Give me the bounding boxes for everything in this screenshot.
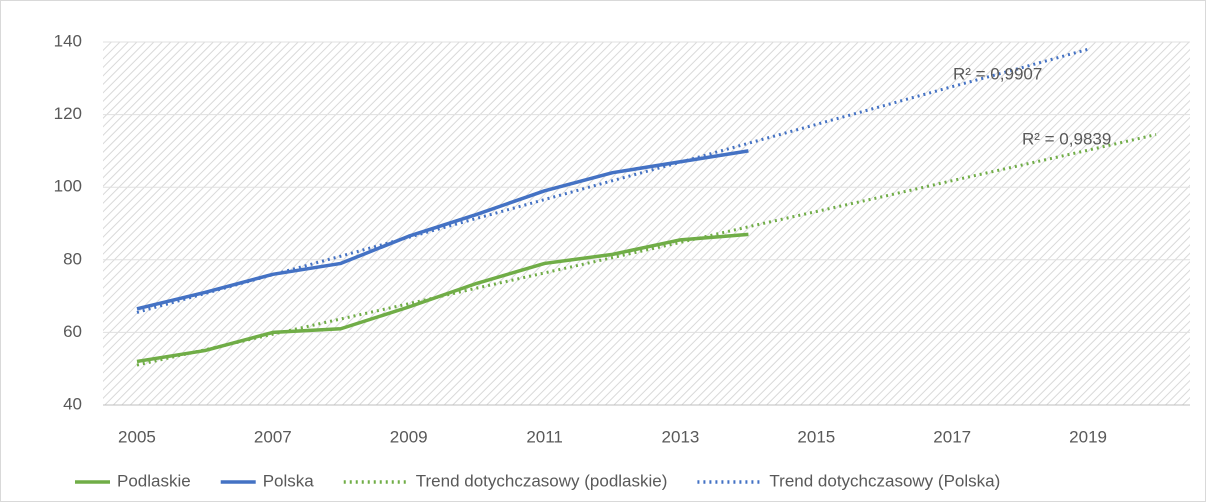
y-tick-label: 100 xyxy=(54,177,82,196)
x-tick-label: 2019 xyxy=(1069,427,1107,446)
x-tick-label: 2007 xyxy=(254,427,292,446)
y-tick-label: 60 xyxy=(63,322,82,341)
x-tick-label: 2013 xyxy=(662,427,700,446)
plot-area xyxy=(103,42,1190,405)
x-tick-label: 2017 xyxy=(933,427,971,446)
legend-label: Polska xyxy=(263,471,315,490)
legend-label: Trend dotychczasowy (Polska) xyxy=(769,471,1000,490)
trend-line xyxy=(136,133,1157,367)
series-line xyxy=(136,149,749,311)
x-tick-label: 2005 xyxy=(118,427,156,446)
y-tick-label: 120 xyxy=(54,104,82,123)
y-tick-label: 140 xyxy=(54,31,82,50)
annotation: R² = 0,9907 xyxy=(953,64,1042,83)
legend-label: Trend dotychczasowy (podlaskie) xyxy=(416,471,668,490)
x-tick-label: 2009 xyxy=(390,427,428,446)
x-tick-label: 2011 xyxy=(526,427,563,446)
trend-line xyxy=(136,47,1089,314)
legend-label: Podlaskie xyxy=(117,471,191,490)
x-tick-label: 2015 xyxy=(797,427,835,446)
y-tick-label: 40 xyxy=(63,394,82,413)
y-tick-label: 80 xyxy=(63,249,82,268)
annotation: R² = 0,9839 xyxy=(1022,129,1111,148)
